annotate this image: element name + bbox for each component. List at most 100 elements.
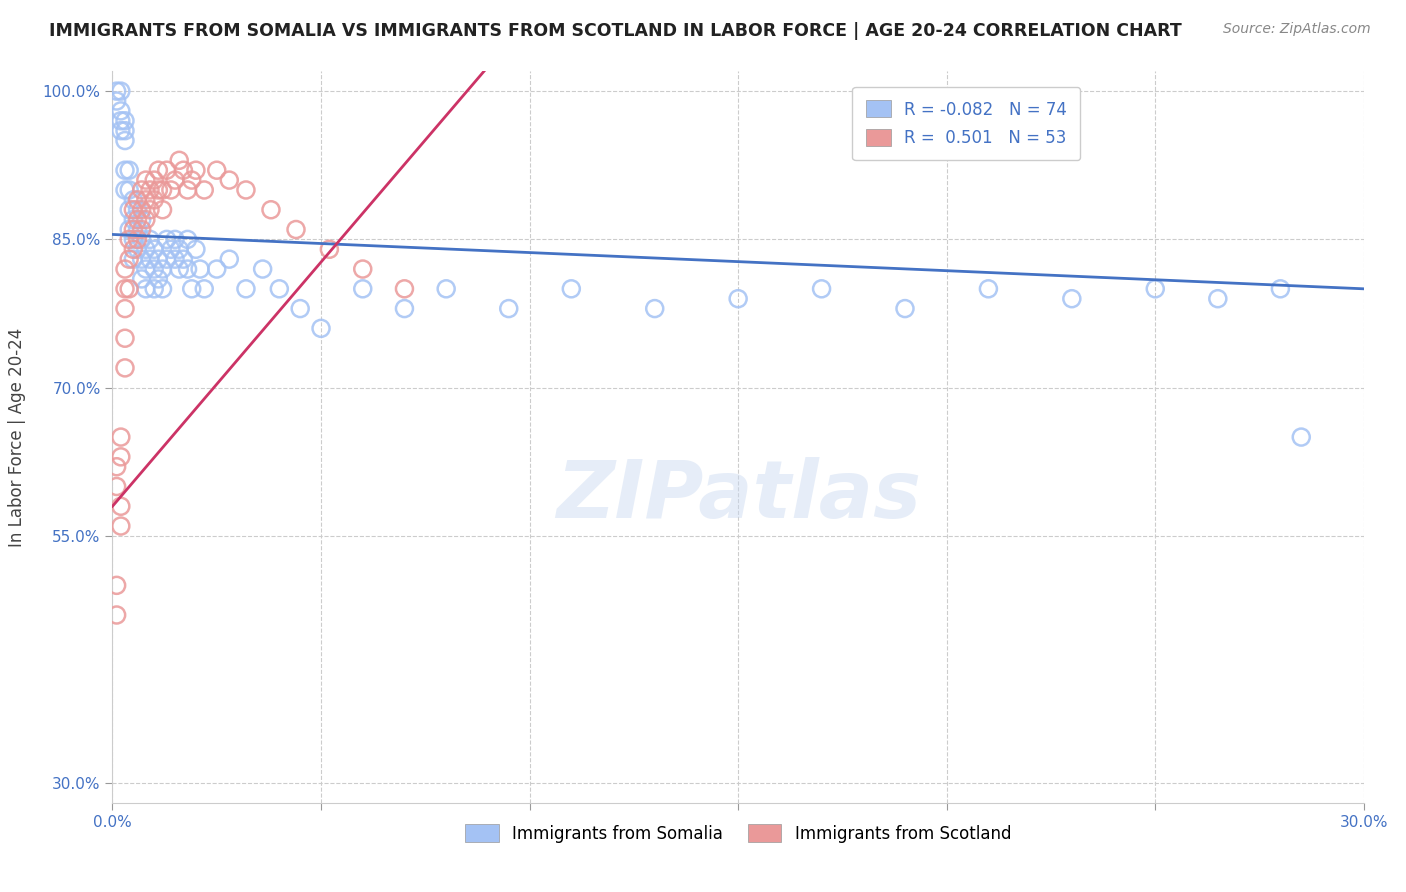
Point [560,282,582,296]
Point [180,173,202,187]
Point [114,183,136,197]
Point [110,103,132,118]
Point [135,212,157,227]
Point [118,202,141,217]
Point [114,123,136,137]
Point [152,262,174,277]
Point [148,163,170,178]
Point [105,479,128,493]
Point [152,202,174,217]
Text: IMMIGRANTS FROM SOMALIA VS IMMIGRANTS FROM SCOTLAND IN LABOR FORCE | AGE 20-24 C: IMMIGRANTS FROM SOMALIA VS IMMIGRANTS FR… [49,22,1182,40]
Point [163,252,186,267]
Point [122,202,145,217]
Point [156,163,179,178]
Point [118,282,141,296]
Point [318,242,340,256]
Point [110,113,132,128]
Point [118,183,141,197]
Point [152,183,174,197]
Point [148,183,170,197]
Point [131,252,153,267]
Point [235,282,257,296]
Point [122,222,145,236]
Point [184,163,207,178]
Point [135,282,157,296]
Point [105,94,128,108]
Point [205,262,228,277]
Point [193,183,215,197]
Point [252,262,274,277]
Point [163,173,186,187]
Point [309,321,332,335]
Point [160,183,183,197]
Point [143,242,166,256]
Point [135,262,157,277]
Point [118,252,141,267]
Point [180,282,202,296]
Point [131,202,153,217]
Point [172,252,194,267]
Point [727,292,749,306]
Point [131,222,153,236]
Point [260,202,283,217]
Point [114,282,136,296]
Point [176,183,198,197]
Point [110,430,132,444]
Point [127,232,149,246]
Point [139,183,162,197]
Point [114,134,136,148]
Point [644,301,666,316]
Point [118,222,141,236]
Point [127,242,149,256]
Point [114,262,136,277]
Point [139,202,162,217]
Point [127,193,149,207]
Y-axis label: In Labor Force | Age 20-24: In Labor Force | Age 20-24 [8,327,25,547]
Point [156,232,179,246]
Point [114,360,136,375]
Point [105,607,128,622]
Point [122,193,145,207]
Point [110,123,132,137]
Point [977,282,1000,296]
Point [110,500,132,514]
Point [167,153,190,168]
Point [135,193,157,207]
Point [394,301,416,316]
Point [118,163,141,178]
Point [127,212,149,227]
Point [105,84,128,98]
Point [498,301,520,316]
Point [110,450,132,464]
Point [290,301,312,316]
Point [160,242,183,256]
Point [894,301,917,316]
Point [156,252,179,267]
Point [127,202,149,217]
Point [139,252,162,267]
Point [131,232,153,246]
Point [148,272,170,286]
Point [131,272,153,286]
Point [122,252,145,267]
Point [152,282,174,296]
Point [167,242,190,256]
Point [352,262,374,277]
Point [110,84,132,98]
Point [114,301,136,316]
Point [167,262,190,277]
Point [143,173,166,187]
Point [105,578,128,592]
Point [122,212,145,227]
Point [1270,282,1292,296]
Point [110,519,132,533]
Text: ZIPatlas: ZIPatlas [555,457,921,534]
Point [193,282,215,296]
Point [188,262,211,277]
Point [114,331,136,345]
Point [135,242,157,256]
Point [1206,292,1229,306]
Point [205,163,228,178]
Point [352,282,374,296]
Point [163,232,186,246]
